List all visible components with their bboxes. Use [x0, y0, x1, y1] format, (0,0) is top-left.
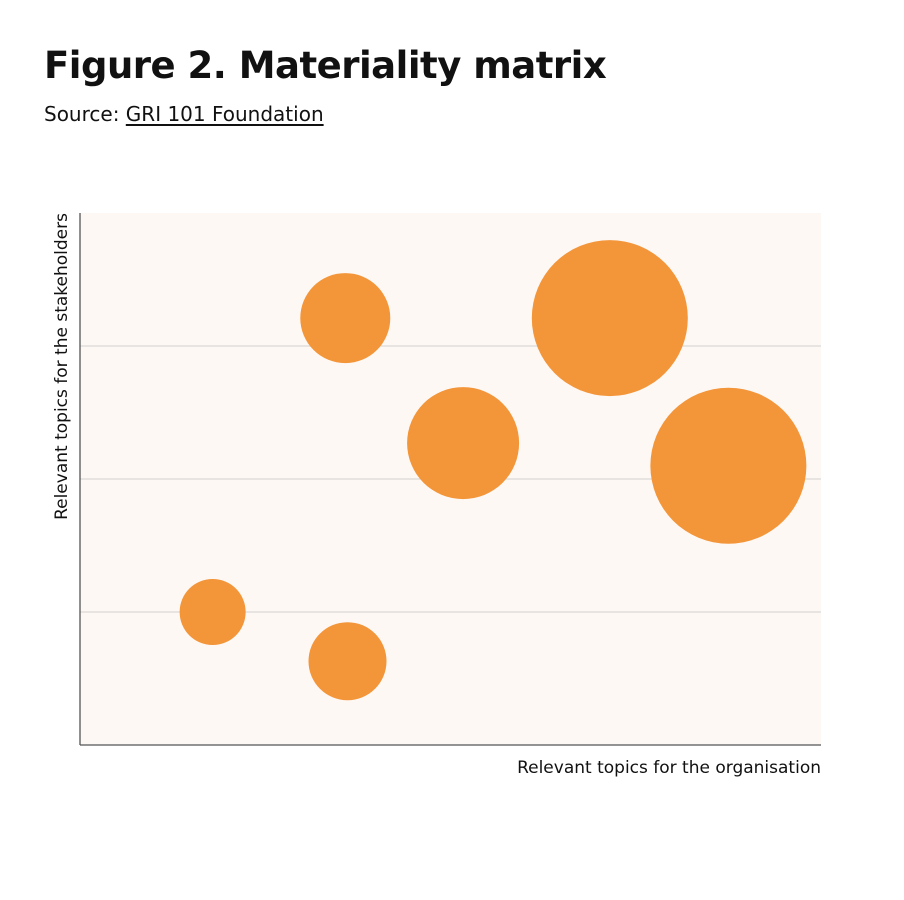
- bubble-5: [179, 579, 246, 645]
- source-prefix: Source:: [44, 102, 126, 126]
- chart-title: Figure 2. Materiality matrix: [44, 44, 607, 87]
- bubble-6: [308, 622, 387, 701]
- x-axis-title: Relevant topics for the organisation: [517, 758, 821, 778]
- bubble-2: [531, 240, 688, 397]
- source-link[interactable]: GRI 101 Foundation: [125, 102, 324, 126]
- bubble-1: [300, 273, 391, 364]
- bubble-4: [650, 387, 807, 544]
- source-line: Source: GRI 101 Foundation: [44, 102, 324, 126]
- y-axis-title: Relevant topics for the stakeholders: [52, 213, 72, 520]
- bubbles: [179, 240, 807, 701]
- bubble-3: [407, 387, 520, 500]
